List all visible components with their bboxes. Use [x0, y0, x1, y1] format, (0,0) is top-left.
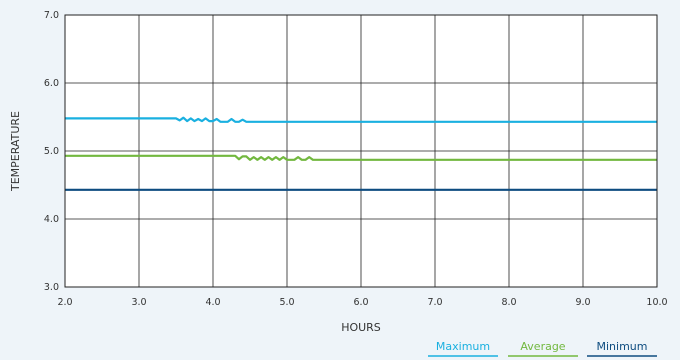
legend-item-average[interactable]: Average: [508, 340, 578, 357]
y-tick-labels: 3.0 4.0 5.0 6.0 7.0: [44, 10, 59, 293]
y-tick-label: 7.0: [44, 10, 59, 21]
series-layer: [65, 116, 657, 191]
legend-label: Maximum: [436, 340, 490, 353]
x-tick-label: 9.0: [575, 297, 590, 308]
legend[interactable]: Maximum Average Minimum: [428, 340, 657, 357]
x-tick-label: 8.0: [501, 297, 516, 308]
legend-item-minimum[interactable]: Minimum: [587, 340, 657, 357]
y-tick-label: 4.0: [44, 214, 59, 225]
x-tick-label: 7.0: [427, 297, 442, 308]
x-tick-label: 5.0: [279, 297, 294, 308]
y-tick-label: 3.0: [44, 282, 59, 293]
y-tick-label: 5.0: [44, 146, 59, 157]
x-tick-label: 6.0: [353, 297, 368, 308]
x-tick-label: 10.0: [646, 297, 667, 308]
y-axis-title: TEMPERATURE: [9, 111, 22, 192]
plot-frame: [64, 14, 658, 288]
y-tick-label: 6.0: [44, 78, 59, 89]
x-tick-label: 2.0: [57, 297, 72, 308]
x-tick-label: 4.0: [205, 297, 220, 308]
x-tick-label: 3.0: [131, 297, 146, 308]
legend-label: Minimum: [597, 340, 648, 353]
x-axis-title: HOURS: [341, 321, 381, 334]
series-line-maximum: [65, 116, 657, 123]
legend-item-maximum[interactable]: Maximum: [428, 340, 498, 357]
legend-label: Average: [520, 340, 565, 353]
series-line-average: [65, 154, 657, 161]
x-tick-labels: 2.0 3.0 4.0 5.0 6.0 7.0 8.0 9.0 10.0: [57, 297, 667, 308]
